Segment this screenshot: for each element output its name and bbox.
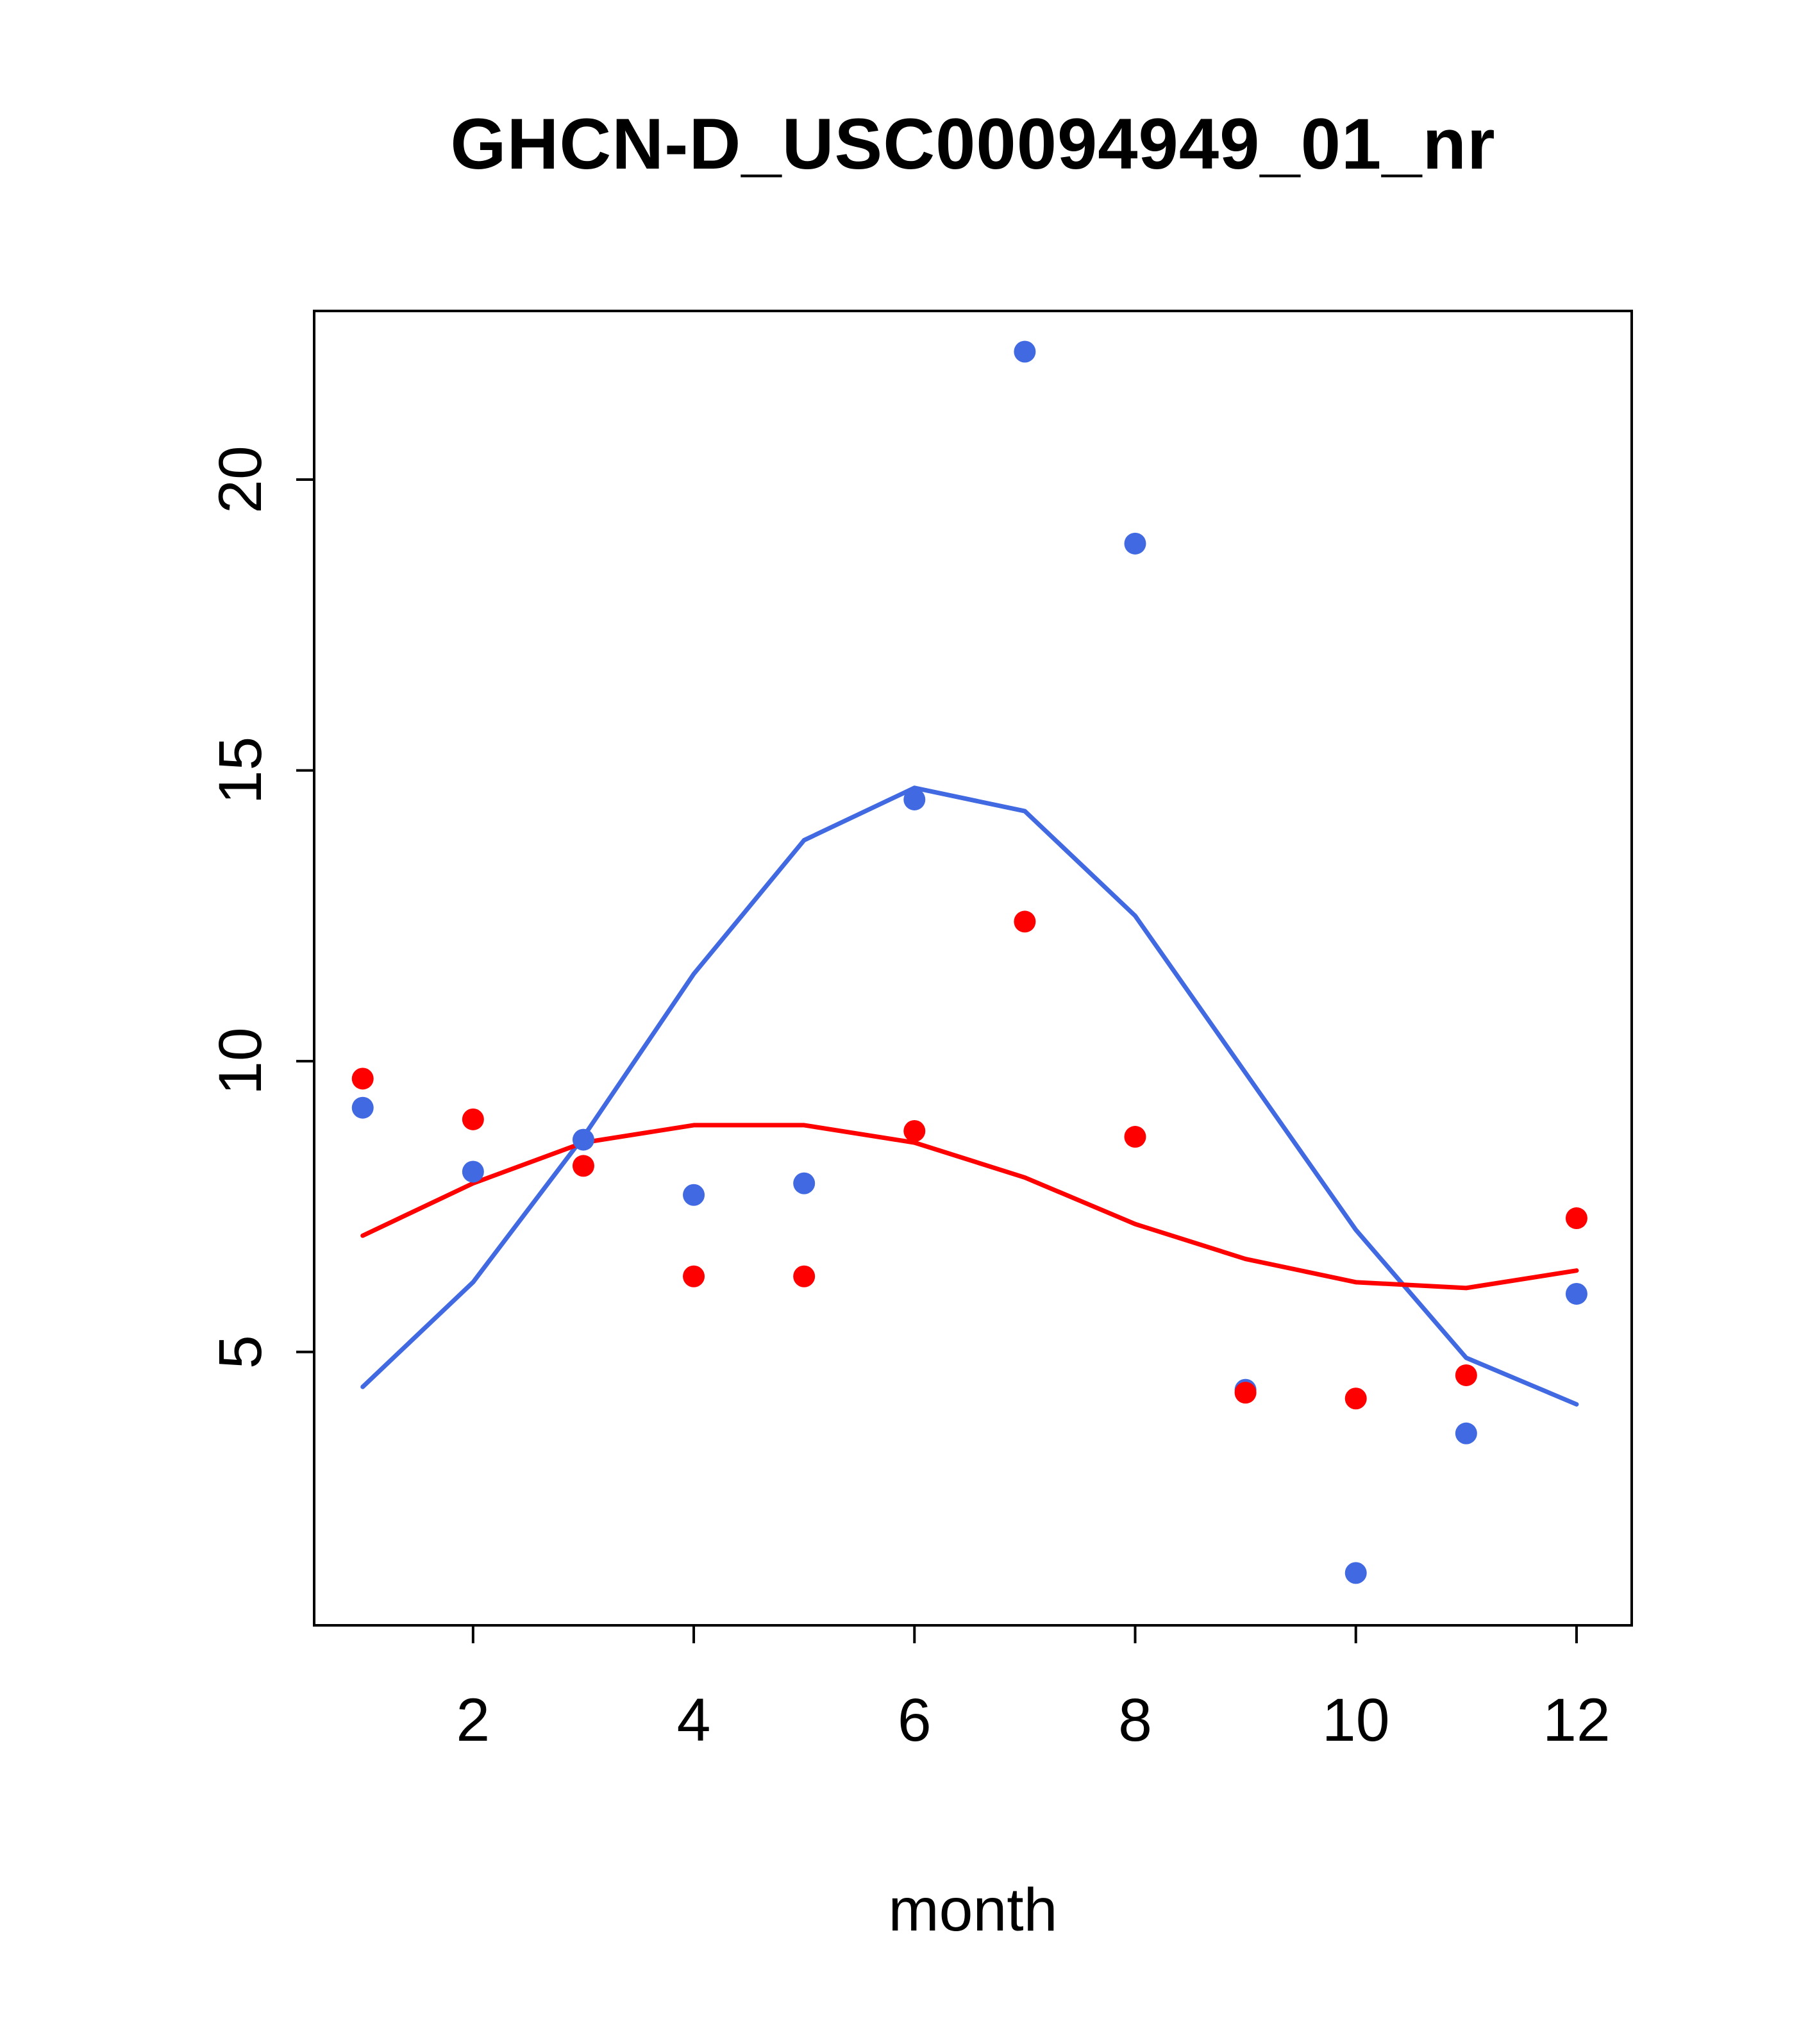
y-tick-label: 20: [206, 446, 274, 514]
red-point: [1565, 1207, 1587, 1230]
blue-point: [572, 1128, 594, 1151]
x-tick-label: 4: [677, 1686, 711, 1754]
x-tick-label: 8: [1118, 1686, 1152, 1754]
blue-point: [1124, 532, 1146, 555]
blue-point: [793, 1172, 816, 1194]
red-point: [793, 1265, 816, 1287]
x-tick-label: 2: [456, 1686, 490, 1754]
red-point: [351, 1068, 374, 1090]
x-axis-label: month: [888, 1876, 1058, 1944]
red-point: [683, 1265, 705, 1287]
y-tick-label: 15: [206, 737, 274, 805]
blue-point: [903, 788, 926, 810]
x-tick-label: 6: [898, 1686, 932, 1754]
blue-point: [683, 1184, 705, 1206]
red-point: [1124, 1126, 1146, 1148]
plot-box: [313, 310, 1633, 1627]
red-line-series: [360, 1123, 1579, 1291]
blue-line-series: [360, 785, 1579, 1407]
y-tick-label: 10: [206, 1027, 274, 1095]
y-tick-label: 5: [206, 1335, 274, 1369]
blue-point: [1014, 340, 1036, 363]
red-point: [1014, 910, 1036, 933]
blue-point: [351, 1096, 374, 1119]
red-point: [572, 1155, 594, 1177]
red-point: [1344, 1387, 1367, 1410]
red-point: [1234, 1382, 1257, 1404]
red-point: [903, 1119, 926, 1142]
x-tick-label: 10: [1322, 1686, 1390, 1754]
red-point: [1455, 1364, 1477, 1386]
blue-point: [1344, 1562, 1367, 1584]
blue-point: [1565, 1282, 1587, 1305]
blue-point: [462, 1160, 484, 1183]
red-point: [462, 1108, 484, 1130]
blue-point: [1455, 1422, 1477, 1445]
chart-title: GHCN-D_USC00094949_01_nr: [450, 104, 1496, 184]
x-tick-label: 12: [1543, 1686, 1611, 1754]
